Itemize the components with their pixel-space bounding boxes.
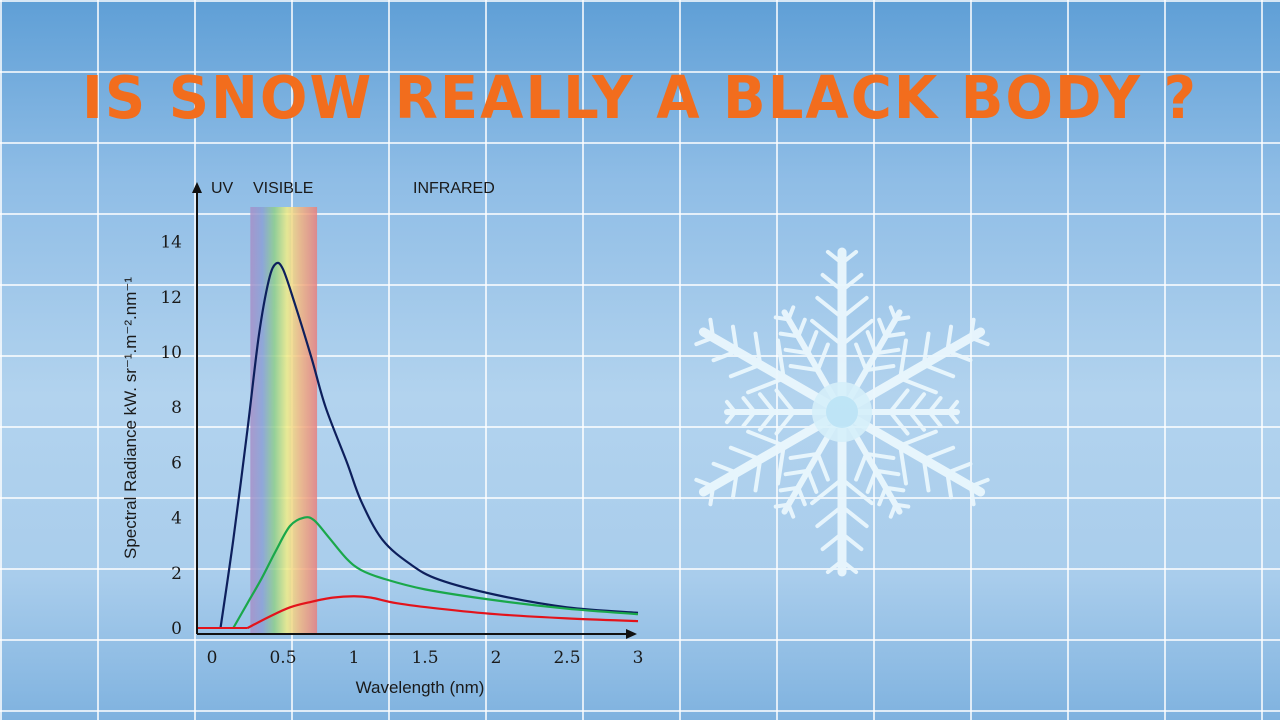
y-tick-label: 4 (171, 509, 182, 529)
y-tick-label: 10 (160, 343, 182, 363)
y-tick-label: 2 (171, 564, 182, 584)
series-line-2 (246, 595, 639, 629)
x-tick-label: 0.5 (269, 648, 296, 668)
x-axis-title: Wavelength (nm) (356, 678, 485, 697)
y-tick-label: 6 (171, 453, 182, 473)
y-tick-label: 0 (171, 619, 182, 639)
y-tick-label: 12 (160, 288, 182, 308)
snowflake-icon (694, 247, 990, 577)
x-tick-label: 0 (207, 648, 218, 668)
uv-label: UV (211, 180, 234, 197)
x-tick-label: 1.5 (411, 648, 438, 668)
x-tick-label: 2.5 (553, 648, 580, 668)
x-tick-label: 1 (349, 648, 360, 668)
series-line-1 (232, 516, 639, 629)
series-line-0 (219, 261, 639, 629)
y-tick-label: 14 (160, 233, 182, 253)
visible-label: VISIBLE (253, 180, 313, 197)
x-tick-label: 3 (633, 648, 644, 668)
x-tick-label: 2 (491, 648, 502, 668)
page-title: IS SNOW REALLY A BLACK BODY ? (82, 64, 1198, 133)
visible-spectrum-band (250, 207, 318, 634)
y-axis-arrow (192, 182, 202, 193)
infrared-label: INFRARED (413, 180, 495, 197)
y-tick-label: 8 (171, 398, 182, 418)
x-axis-arrow (626, 629, 637, 639)
y-axis-title: Spectral Radiance kW. sr⁻¹.m⁻².nm⁻¹ (121, 277, 140, 559)
